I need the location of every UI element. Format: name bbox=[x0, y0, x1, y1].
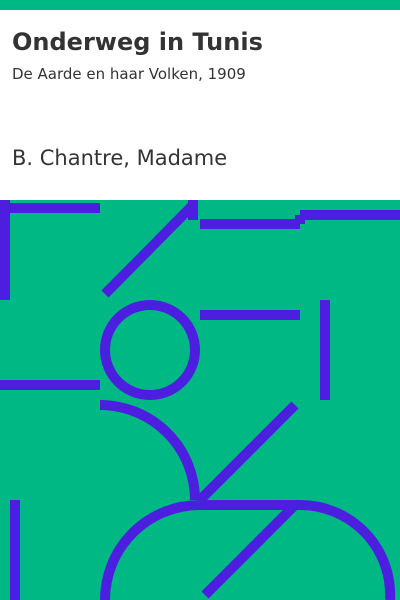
cover-pattern-art bbox=[0, 200, 400, 600]
pattern-circle bbox=[100, 300, 200, 400]
book-author: B. Chantre, Madame bbox=[12, 146, 228, 170]
pattern-arc bbox=[299, 499, 396, 600]
top-color-strip bbox=[0, 0, 400, 10]
pattern-arc bbox=[99, 400, 200, 501]
pattern-diagonal bbox=[196, 401, 299, 504]
pattern-diagonal bbox=[201, 501, 299, 599]
pattern-arc bbox=[100, 500, 201, 600]
pattern-diagonal bbox=[101, 201, 197, 298]
art-background bbox=[0, 200, 400, 600]
book-subtitle: De Aarde en haar Volken, 1909 bbox=[12, 65, 246, 83]
book-title: Onderweg in Tunis bbox=[12, 28, 263, 56]
